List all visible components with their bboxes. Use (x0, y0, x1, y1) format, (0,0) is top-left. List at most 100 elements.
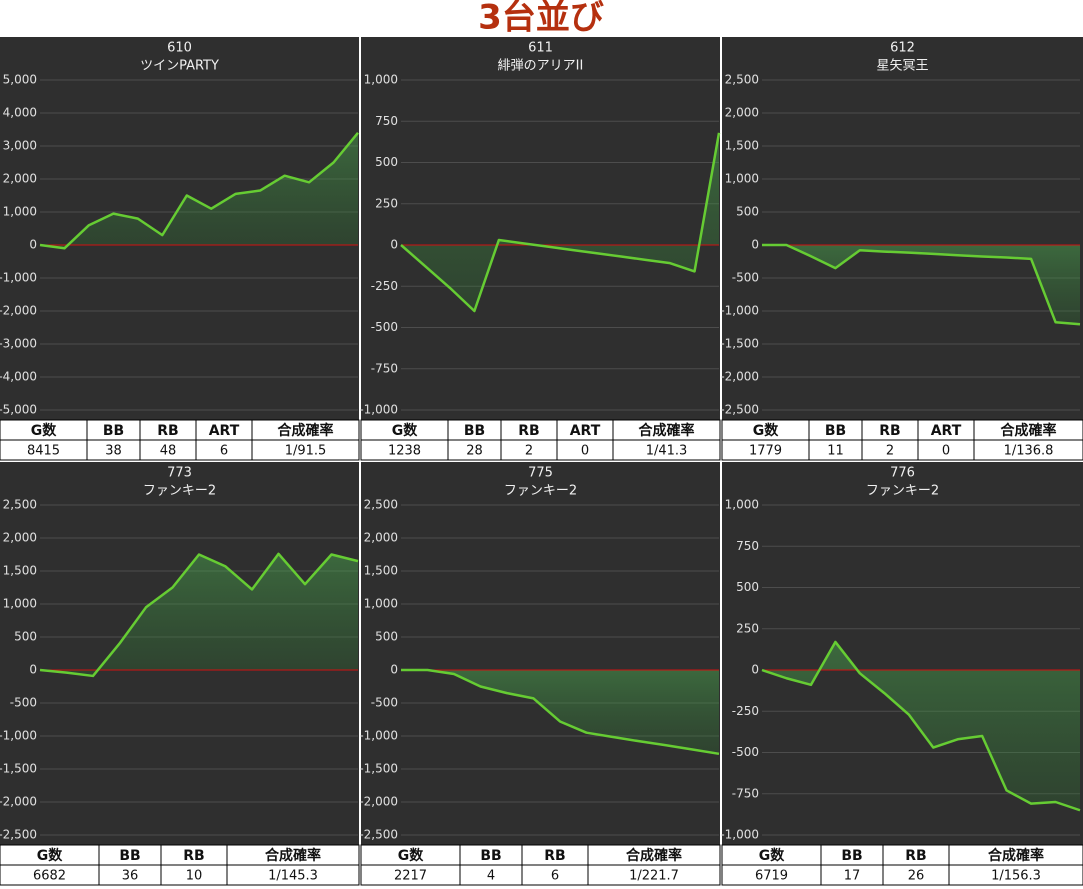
table-cell: 2 (525, 444, 533, 459)
y-tick-label: 1,000 (3, 205, 37, 219)
y-tick-label: 1,000 (3, 597, 37, 611)
y-tick-label: 1,000 (725, 172, 759, 186)
y-tick-label: 500 (14, 630, 37, 644)
table-header: 合成確率 (278, 422, 334, 439)
table-cell: 28 (466, 444, 483, 459)
y-tick-label: -3,000 (0, 337, 37, 351)
y-tick-label: 0 (751, 238, 759, 252)
table-cell: 36 (122, 869, 139, 884)
table-header: 合成確率 (639, 422, 695, 439)
table-cell: 4 (487, 869, 495, 884)
table-header: 合成確率 (265, 847, 321, 864)
table-header: 合成確率 (626, 847, 682, 864)
y-tick-label: -1,000 (720, 304, 759, 318)
table-header: RB (879, 423, 900, 439)
y-tick-label: 250 (736, 621, 759, 635)
table-cell: 6682 (33, 869, 66, 884)
y-tick-label: -2,500 (359, 828, 398, 842)
table-header: ART (931, 423, 962, 439)
data-line (761, 640, 1081, 812)
y-tick-label: 0 (390, 663, 398, 677)
table-cell: 0 (581, 444, 589, 459)
y-tick-label: -500 (732, 271, 759, 285)
y-tick-label: 1,500 (725, 139, 759, 153)
y-tick-label: -1,000 (359, 729, 398, 743)
table-header: BB (825, 423, 846, 439)
data-line (39, 132, 359, 250)
table-header: ART (570, 423, 601, 439)
y-tick-label: 1,000 (364, 597, 398, 611)
y-tick-label: 250 (375, 196, 398, 210)
y-tick-label: -1,500 (359, 762, 398, 776)
y-tick-label: 0 (390, 238, 398, 252)
y-tick-label: -1,000 (720, 828, 759, 842)
page-title: 3台並び (478, 0, 604, 38)
y-tick-label: -1,500 (0, 762, 37, 776)
chart-panel (722, 37, 1083, 420)
chart-subtitle: ファンキー2 (866, 484, 939, 499)
table-header: BB (103, 423, 124, 439)
table-header: 合成確率 (1001, 422, 1057, 439)
table-cell: 1238 (388, 444, 421, 459)
chart-title: 612 (890, 41, 915, 56)
y-tick-label: 750 (375, 114, 398, 128)
table-header: RB (905, 848, 926, 864)
y-tick-label: 2,500 (3, 498, 37, 512)
y-tick-label: -250 (732, 704, 759, 718)
y-tick-label: -2,000 (0, 304, 37, 318)
table-header: BB (841, 848, 862, 864)
y-tick-label: 1,500 (3, 564, 37, 578)
data-line (39, 552, 359, 678)
y-tick-label: 3,000 (3, 139, 37, 153)
table-cell: 48 (160, 444, 177, 459)
y-tick-label: 1,000 (725, 498, 759, 512)
y-tick-label: -500 (10, 696, 37, 710)
table-header: G数 (759, 847, 785, 864)
table-cell: 1/91.5 (285, 444, 327, 459)
y-tick-label: 0 (29, 238, 37, 252)
y-tick-label: 750 (736, 539, 759, 553)
y-tick-label: -2,500 (720, 403, 759, 417)
y-tick-label: -500 (732, 745, 759, 759)
chart-subtitle: 星矢冥王 (876, 59, 928, 74)
y-tick-label: -750 (732, 786, 759, 800)
table-cell: 11 (827, 444, 844, 459)
data-line (400, 132, 721, 313)
table-cell: 6719 (755, 869, 788, 884)
table-cell: 6 (551, 869, 559, 884)
y-tick-label: 1,500 (364, 564, 398, 578)
data-line (762, 243, 1081, 326)
table-cell: 1/145.3 (268, 869, 318, 884)
y-tick-label: 500 (375, 155, 398, 169)
y-tick-label: 500 (375, 630, 398, 644)
area-fill (40, 132, 358, 249)
table-cell: 1/156.3 (991, 869, 1041, 884)
chart-subtitle: ツインPARTY (140, 59, 219, 74)
chart-title: 611 (528, 41, 553, 56)
table-header: G数 (37, 847, 63, 864)
y-tick-label: -1,000 (359, 403, 398, 417)
chart-title: 610 (167, 41, 192, 56)
y-tick-label: -1,500 (720, 337, 759, 351)
table-cell: 1779 (749, 444, 782, 459)
y-tick-label: -5,000 (0, 403, 37, 417)
table-header: RB (544, 848, 565, 864)
table-cell: 26 (908, 869, 925, 884)
chart-panel (361, 462, 720, 845)
y-tick-label: -250 (371, 279, 398, 293)
area-fill (401, 670, 719, 754)
table-header: G数 (31, 422, 57, 439)
y-tick-label: 500 (736, 580, 759, 594)
y-tick-label: 5,000 (3, 73, 37, 87)
table-cell: 6 (220, 444, 228, 459)
chart-title: 776 (890, 466, 915, 481)
y-tick-label: 0 (29, 663, 37, 677)
table-cell: 2 (886, 444, 894, 459)
y-tick-label: 500 (736, 205, 759, 219)
y-tick-label: 0 (751, 663, 759, 677)
y-tick-label: 4,000 (3, 106, 37, 120)
y-tick-label: -1,000 (0, 271, 37, 285)
y-tick-label: -500 (371, 696, 398, 710)
y-tick-label: -750 (371, 361, 398, 375)
